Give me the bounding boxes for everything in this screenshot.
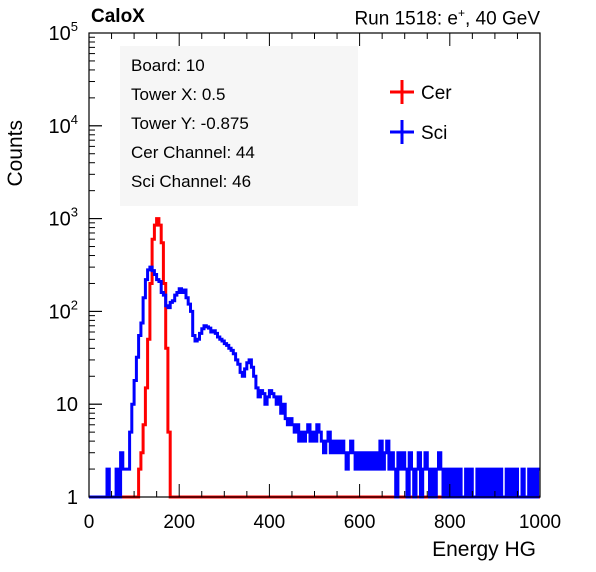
x-axis-title: Energy HG (432, 538, 536, 561)
y-tick-label: 103 (49, 205, 78, 231)
info-line: Tower Y: -0.875 (131, 114, 249, 133)
x-tick-label: 400 (254, 512, 286, 533)
y-tick-base: 10 (49, 116, 71, 138)
info-box-background (120, 46, 358, 206)
x-tick-label: 600 (344, 512, 376, 533)
x-tick-label: 0 (84, 512, 95, 533)
legend-label-cer: Cer (421, 83, 452, 104)
y-tick-label: 10 (56, 394, 78, 416)
x-tick-label: 200 (163, 512, 195, 533)
series-cer-line (89, 217, 540, 499)
legend-label-sci: Sci (421, 123, 447, 144)
y-tick-base: 10 (49, 23, 71, 45)
x-tick-label: 800 (434, 512, 466, 533)
y-tick-base: 10 (49, 301, 71, 323)
x-tick-label: 1000 (519, 512, 561, 533)
y-tick-label: 102 (49, 297, 78, 323)
run-info-label: Run 1518: e+, 40 GeV (354, 6, 540, 30)
y-tick-base: 10 (49, 209, 71, 231)
y-tick-base: 1 (67, 487, 78, 509)
info-line: Board: 10 (131, 56, 205, 75)
y-tick-exponent: 2 (71, 297, 78, 312)
y-tick-label: 104 (49, 112, 78, 138)
y-tick-base: 10 (56, 394, 78, 416)
series-sci-line (89, 265, 540, 499)
legend: Cer Sci (390, 80, 452, 144)
info-line: Tower X: 0.5 (131, 85, 226, 104)
run-charge-sup: + (457, 6, 465, 20)
y-tick-exponent: 4 (71, 112, 78, 127)
y-axis-title: Counts (4, 120, 27, 187)
y-tick-label: 1 (67, 487, 78, 509)
info-box: Board: 10 Tower X: 0.5 Tower Y: -0.875 Cer … (120, 46, 358, 206)
y-tick-exponent: 3 (71, 205, 78, 220)
info-line: Cer Channel: 44 (131, 143, 255, 162)
y-tick-exponent: 5 (71, 19, 78, 34)
y-tick-label: 105 (49, 19, 78, 45)
curves (89, 217, 540, 499)
run-prefix: Run 1518: e (354, 8, 458, 30)
experiment-label: CaloX (91, 6, 145, 27)
run-suffix: , 40 GeV (465, 8, 540, 30)
info-line: Sci Channel: 46 (131, 172, 251, 191)
